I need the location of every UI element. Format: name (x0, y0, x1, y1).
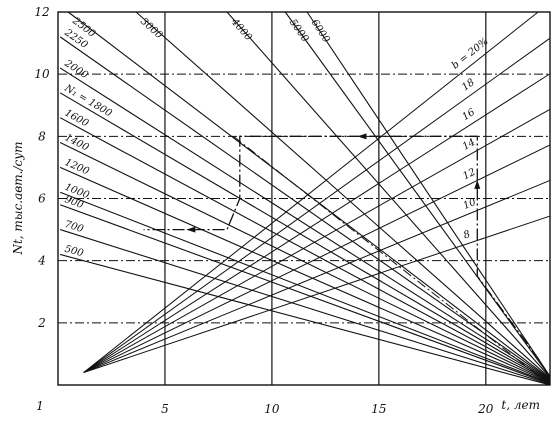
grid-layer (58, 12, 550, 385)
x-tick-label-20: 20 (477, 402, 494, 416)
example-arrow-bottom (186, 226, 196, 233)
n1-curve-900 (59, 204, 551, 385)
n1-curve-3000 (135, 11, 551, 379)
y-tick-label-8: 8 (38, 129, 46, 143)
origin-tick-label: 1 (36, 399, 44, 413)
b-curve-6 (83, 215, 551, 374)
curves-layer (59, 11, 551, 386)
x-tick-label-5: 5 (161, 402, 169, 416)
b-curve-5 (83, 180, 551, 374)
n1-curve-700 (59, 229, 551, 385)
n1-curve-1400 (59, 142, 551, 383)
example-path (143, 135, 540, 361)
y-tick-label-4: 4 (37, 254, 46, 268)
b-curve-4 (83, 144, 551, 374)
n1-curve-4000 (226, 11, 551, 378)
x-axis-label: t, лет (501, 398, 540, 412)
n1-curve-2250 (59, 36, 551, 380)
y-tick-label-12: 12 (34, 5, 49, 19)
n1-curve-5000 (284, 11, 551, 378)
x-tick-label-15: 15 (371, 402, 386, 416)
n1-curve-label-500: 500 (63, 244, 85, 260)
y-tick-label-6: 6 (38, 192, 46, 206)
y-tick-label-10: 10 (34, 67, 50, 81)
b-curve-0 (83, 11, 539, 373)
n1-curve-1800 (59, 92, 551, 382)
n1-curve-1600 (59, 117, 551, 382)
b-curve-label-6: 8 (462, 229, 472, 241)
b-curve-label-5: 10 (462, 197, 479, 212)
b-curve-label-4: 12 (461, 167, 477, 182)
b-curve-1 (83, 37, 551, 373)
y-tick-label-2: 2 (37, 316, 46, 330)
n1-curve-500 (59, 253, 551, 386)
n1-curve-6000 (306, 11, 551, 377)
example-arrow-vertical (474, 179, 481, 189)
b-curve-2 (83, 73, 551, 373)
b-curve-label-3: 14 (461, 137, 477, 153)
plot-frame (57, 11, 551, 386)
n1-curve-1000 (59, 191, 551, 384)
n1-curve-1200 (59, 166, 551, 384)
y-axis-label: Nt, тыс.авт./сут (11, 141, 25, 255)
b-curve-3 (83, 108, 551, 374)
example-arrow-top (357, 133, 367, 140)
dashed-reference-line (233, 135, 551, 386)
tick-layer: 5 10 15 20 2 4 6 8 10 12 (34, 5, 493, 416)
example-layer (143, 133, 551, 386)
n1-curve-2000 (59, 67, 551, 381)
x-tick-label-10: 10 (264, 402, 280, 416)
